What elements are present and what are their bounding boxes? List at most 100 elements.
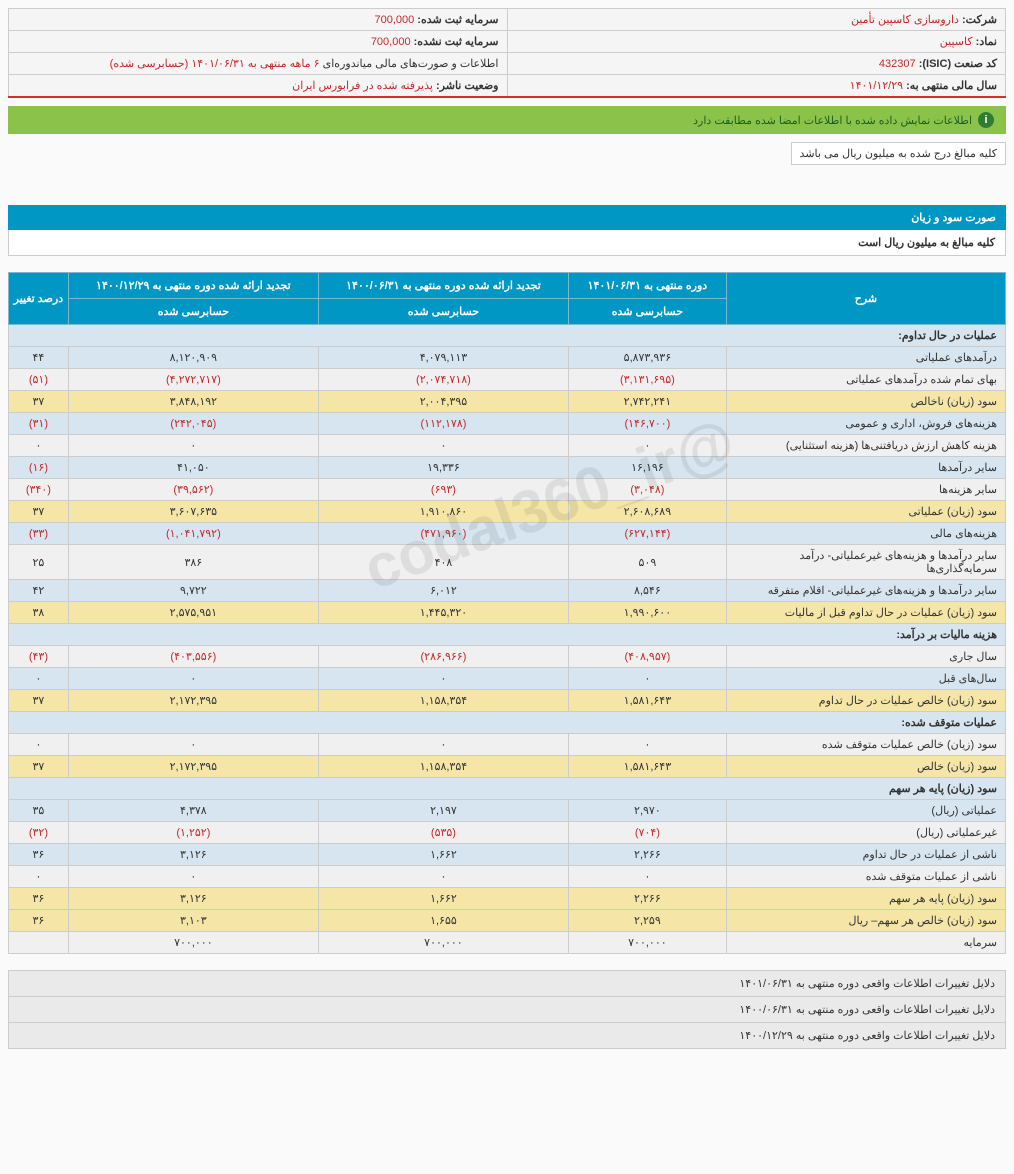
cell-period1: ۲,۲۵۹ [568, 910, 726, 932]
cell-period1: ۰ [568, 435, 726, 457]
cell-pct: ۳۷ [9, 391, 69, 413]
cell-desc: سال‌های قبل [726, 668, 1005, 690]
col-p1-sub: حسابرسی شده [568, 299, 726, 325]
cell-period3: ۸,۱۲۰,۹۰۹ [68, 347, 318, 369]
cell-period1: (۳,۰۴۸) [568, 479, 726, 501]
cell-period3: ۳,۸۴۸,۱۹۲ [68, 391, 318, 413]
table-row: سود (زیان) خالص عملیات در حال تداوم۱,۵۸۱… [9, 690, 1006, 712]
table-row: عملیاتی (ریال)۲,۹۷۰۲,۱۹۷۴,۳۷۸۳۵ [9, 800, 1006, 822]
cell-desc: سود (زیان) خالص عملیات متوقف شده [726, 734, 1005, 756]
table-row: هزینه‌های فروش، اداری و عمومی(۱۴۶,۷۰۰)(۱… [9, 413, 1006, 435]
cell-period1: (۳,۱۳۱,۶۹۵) [568, 369, 726, 391]
table-row: بهای تمام شده درآمدهای عملیاتی(۳,۱۳۱,۶۹۵… [9, 369, 1006, 391]
cell-desc: هزینه‌های مالی [726, 523, 1005, 545]
report-value: ۶ ماهه منتهی به ۱۴۰۱/۰۶/۳۱ (حسابرسی شده) [110, 58, 320, 70]
symbol-value: کاسپین [940, 36, 973, 48]
footer-note: دلایل تغییرات اطلاعات واقعی دوره منتهی ب… [9, 971, 1006, 997]
table-row: سایر هزینه‌ها(۳,۰۴۸)(۶۹۳)(۳۹,۵۶۲)(۳۴۰) [9, 479, 1006, 501]
col-p3-top: تجدید ارائه شده دوره منتهی به ۱۴۰۰/۱۲/۲۹ [68, 273, 318, 299]
cell-period2: ۱۹,۳۳۶ [318, 457, 568, 479]
cell-period2: ۲,۰۰۴,۳۹۵ [318, 391, 568, 413]
cell-desc: سایر هزینه‌ها [726, 479, 1005, 501]
col-desc: شرح [726, 273, 1005, 325]
cell-period1: ۰ [568, 866, 726, 888]
cell-period2: (۴۷۱,۹۶۰) [318, 523, 568, 545]
table-row: سال‌های قبل۰۰۰۰ [9, 668, 1006, 690]
cell-pct: ۰ [9, 668, 69, 690]
cell-period1: ۱,۹۹۰,۶۰۰ [568, 602, 726, 624]
table-row: هزینه‌های مالی(۶۲۷,۱۴۴)(۴۷۱,۹۶۰)(۱,۰۴۱,۷… [9, 523, 1006, 545]
cell-period3: ۰ [68, 866, 318, 888]
table-row: سود (زیان) عملیات در حال تداوم قبل از ما… [9, 602, 1006, 624]
symbol-label: نماد: [976, 36, 997, 48]
table-row: سود (زیان) پایه هر سهم۲,۲۶۶۱,۶۶۲۳,۱۲۶۳۶ [9, 888, 1006, 910]
cell-period1: ۵,۸۷۳,۹۳۶ [568, 347, 726, 369]
table-row: سود (زیان) خالص۱,۵۸۱,۶۴۳۱,۱۵۸,۳۵۴۲,۱۷۲,۳… [9, 756, 1006, 778]
cell-desc: سود (زیان) عملیات در حال تداوم قبل از ما… [726, 602, 1005, 624]
table-row: سال جاری(۴۰۸,۹۵۷)(۲۸۶,۹۶۶)(۴۰۳,۵۵۶)(۴۳) [9, 646, 1006, 668]
cell-period2: (۵۳۵) [318, 822, 568, 844]
cell-desc: سایر درآمدها [726, 457, 1005, 479]
cell-period2: ۱,۱۵۸,۳۵۴ [318, 756, 568, 778]
cell-period3: (۲۴۲,۰۴۵) [68, 413, 318, 435]
status-label: وضعیت ناشر: [436, 80, 499, 92]
cell-pct: ۰ [9, 435, 69, 457]
alert-text: اطلاعات نمایش داده شده با اطلاعات امضا ش… [693, 114, 972, 127]
cell-pct: ۳۶ [9, 910, 69, 932]
cell-period3: (۴,۲۷۲,۷۱۷) [68, 369, 318, 391]
table-row: درآمدهای عملیاتی۵,۸۷۳,۹۳۶۴,۰۷۹,۱۱۳۸,۱۲۰,… [9, 347, 1006, 369]
cell-desc: سود (زیان) خالص [726, 756, 1005, 778]
fyear-value: ۱۴۰۱/۱۲/۲۹ [850, 80, 903, 92]
table-row: سایر درآمدها و هزینه‌های غیرعملیاتی- اقل… [9, 580, 1006, 602]
cell-pct: (۳۲) [9, 822, 69, 844]
table-row: سود (زیان) خالص عملیات متوقف شده۰۰۰۰ [9, 734, 1006, 756]
cell-period1: ۸,۵۴۶ [568, 580, 726, 602]
cell-period2: ۴۰۸ [318, 545, 568, 580]
cell-period1: (۶۲۷,۱۴۴) [568, 523, 726, 545]
currency-note: کلیه مبالغ درج شده به میلیون ریال می باش… [791, 142, 1006, 165]
cell-desc: سود (زیان) خالص هر سهم– ریال [726, 910, 1005, 932]
cell-desc: سایر درآمدها و هزینه‌های غیرعملیاتی- اقل… [726, 580, 1005, 602]
cell-pct: (۳۱) [9, 413, 69, 435]
table-row: عملیات متوقف شده: [9, 712, 1006, 734]
cell-period3: ۰ [68, 668, 318, 690]
cell-pct: ۴۴ [9, 347, 69, 369]
fyear-label: سال مالی منتهی به: [906, 80, 997, 92]
cell-period2: ۰ [318, 734, 568, 756]
cell-period3: ۷۰۰,۰۰۰ [68, 932, 318, 954]
cell-pct: ۳۷ [9, 756, 69, 778]
cell-period2: ۶,۰۱۲ [318, 580, 568, 602]
cell-period2: ۱,۱۵۸,۳۵۴ [318, 690, 568, 712]
cell-pct: ۳۸ [9, 602, 69, 624]
cell-period3: ۰ [68, 435, 318, 457]
table-row: سود (زیان) عملیاتی۲,۶۰۸,۶۸۹۱,۹۱۰,۸۶۰۳,۶۰… [9, 501, 1006, 523]
cell-desc: سود (زیان) پایه هر سهم [726, 888, 1005, 910]
cell-pct: (۱۶) [9, 457, 69, 479]
table-row: غیرعملیاتی (ریال)(۷۰۴)(۵۳۵)(۱,۲۵۲)(۳۲) [9, 822, 1006, 844]
company-info-table: شرکت: داروسازی کاسپین تأمین سرمایه ثبت ش… [8, 8, 1006, 98]
col-p2-top: تجدید ارائه شده دوره منتهی به ۱۴۰۰/۰۶/۳۱ [318, 273, 568, 299]
cell-pct: ۴۲ [9, 580, 69, 602]
cell-period1: (۷۰۴) [568, 822, 726, 844]
cell-pct: ۳۵ [9, 800, 69, 822]
cell-period3: ۴,۳۷۸ [68, 800, 318, 822]
cell-period3: ۰ [68, 734, 318, 756]
col-pct: درصد تغییر [9, 273, 69, 325]
cell-period2: ۰ [318, 866, 568, 888]
cell-pct: ۳۶ [9, 888, 69, 910]
cell-desc: هزینه کاهش ارزش دریافتنی‌ها (هزینه استثن… [726, 435, 1005, 457]
report-label: اطلاعات و صورت‌های مالی میاندوره‌ای [323, 58, 499, 70]
cell-period3: ۲,۱۷۲,۳۹۵ [68, 690, 318, 712]
cell-period3: ۹,۷۲۲ [68, 580, 318, 602]
cell-desc: سال جاری [726, 646, 1005, 668]
cell-pct: (۵۱) [9, 369, 69, 391]
cell-period2: (۲۸۶,۹۶۶) [318, 646, 568, 668]
cell-period1: (۴۰۸,۹۵۷) [568, 646, 726, 668]
cell-desc: ناشی از عملیات در حال تداوم [726, 844, 1005, 866]
cell-desc: سود (زیان) خالص عملیات در حال تداوم [726, 690, 1005, 712]
cell-period1: ۰ [568, 734, 726, 756]
cell-desc: سرمایه [726, 932, 1005, 954]
col-p1-top: دوره منتهی به ۱۴۰۱/۰۶/۳۱ [568, 273, 726, 299]
info-icon: i [978, 112, 994, 128]
table-row: سایر درآمدها و هزینه‌های غیرعملیاتی- درآ… [9, 545, 1006, 580]
